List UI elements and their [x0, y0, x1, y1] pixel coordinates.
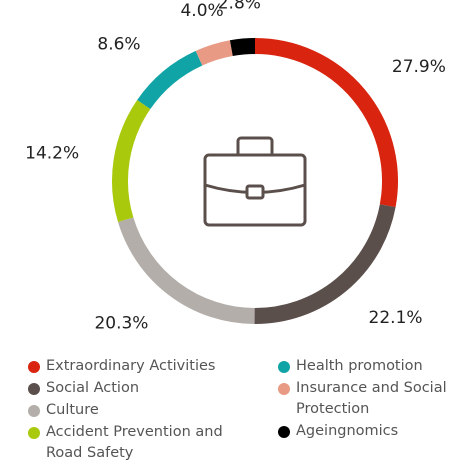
legend-swatch — [28, 405, 40, 417]
legend-item: Ageingnomics — [278, 421, 448, 442]
value-label: 27.9% — [392, 57, 446, 77]
legend-item: Insurance and Social Protection — [278, 378, 448, 420]
value-label: 20.3% — [94, 314, 148, 334]
legend-swatch — [278, 361, 290, 373]
legend-item: Health promotion — [278, 356, 448, 377]
value-label: 14.2% — [25, 143, 79, 163]
donut-segment — [118, 217, 255, 324]
value-label: 8.6% — [97, 35, 140, 55]
legend-swatch — [28, 361, 40, 373]
legend-swatch — [28, 383, 40, 395]
legend-column: Health promotion Insurance and Social Pro… — [278, 356, 448, 443]
value-label: 2.8% — [218, 0, 261, 14]
legend-label: Ageingnomics — [296, 423, 399, 439]
donut-segment — [254, 204, 396, 324]
briefcase-icon — [203, 136, 307, 227]
value-label: 22.1% — [369, 308, 423, 328]
legend-column: Extraordinary Activities Social Action Cul… — [28, 356, 243, 465]
legend-label: Extraordinary Activities — [46, 358, 216, 374]
donut-segment — [195, 40, 233, 66]
legend-item: Culture — [28, 400, 243, 421]
legend-swatch — [28, 427, 40, 439]
legend-label: Insurance and Social Protection — [296, 380, 447, 417]
legend-label: Health promotion — [296, 358, 423, 374]
legend-label: Accident Prevention and Road Safety — [46, 424, 223, 461]
legend-swatch — [278, 426, 290, 438]
legend-swatch — [278, 383, 290, 395]
donut-segment — [229, 38, 256, 56]
legend-label: Culture — [46, 402, 99, 418]
legend-label: Social Action — [46, 380, 140, 396]
legend-item: Extraordinary Activities — [28, 356, 243, 377]
donut-segment — [254, 38, 398, 208]
value-label: 4.0% — [180, 1, 223, 21]
donut-segment — [137, 50, 203, 110]
chart: 27.9% 22.1% 20.3% 14.2% 8.6% 4.0%2.8% — [25, 0, 446, 334]
donut-segment — [112, 99, 151, 223]
legend-item: Social Action — [28, 378, 243, 399]
legend-item: Accident Prevention and Road Safety — [28, 422, 243, 464]
